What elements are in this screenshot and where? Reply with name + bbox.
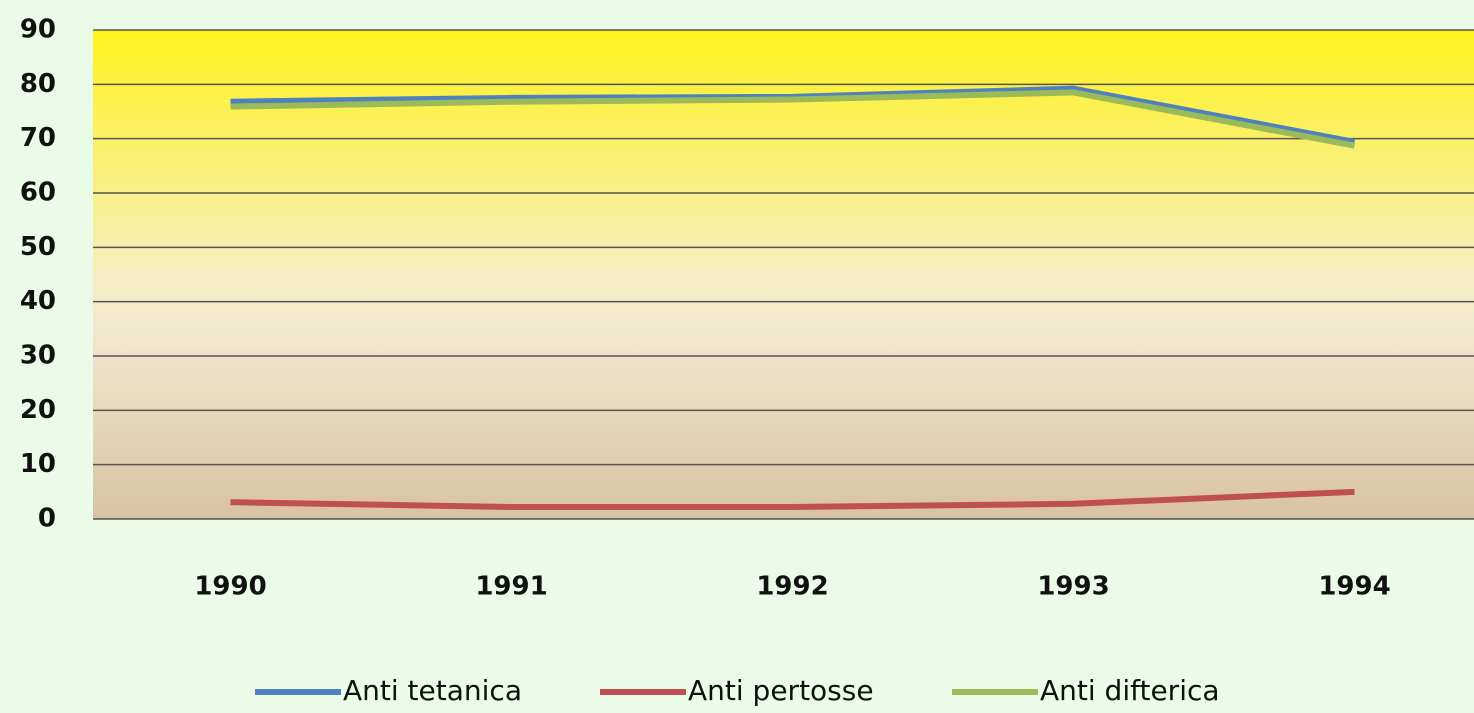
series-line bbox=[230, 488, 1355, 511]
x-tick-label: 1993 bbox=[1037, 572, 1109, 602]
x-tick-label: 1994 bbox=[1318, 572, 1390, 602]
y-tick-label: 10 bbox=[20, 449, 56, 479]
legend-text: Anti tetanica bbox=[343, 674, 522, 707]
x-tick-label: 1992 bbox=[756, 572, 828, 602]
y-tick-label: 70 bbox=[20, 123, 56, 153]
y-tick-label: 20 bbox=[20, 395, 56, 425]
x-tick-label: 1991 bbox=[475, 572, 547, 602]
plot-area bbox=[93, 30, 1474, 519]
y-tick-label: 90 bbox=[20, 15, 56, 45]
legend-text: Anti pertosse bbox=[688, 674, 874, 707]
y-tick-label: 30 bbox=[20, 341, 56, 371]
x-tick-label: 1990 bbox=[194, 572, 266, 602]
y-tick-label: 0 bbox=[38, 504, 56, 534]
y-tick-label: 80 bbox=[20, 69, 56, 99]
y-tick-label: 50 bbox=[20, 232, 56, 262]
y-tick-label: 40 bbox=[20, 286, 56, 316]
legend-text: Anti difterica bbox=[1040, 674, 1220, 707]
y-tick-label: 60 bbox=[20, 178, 56, 208]
series-line bbox=[230, 89, 1356, 149]
